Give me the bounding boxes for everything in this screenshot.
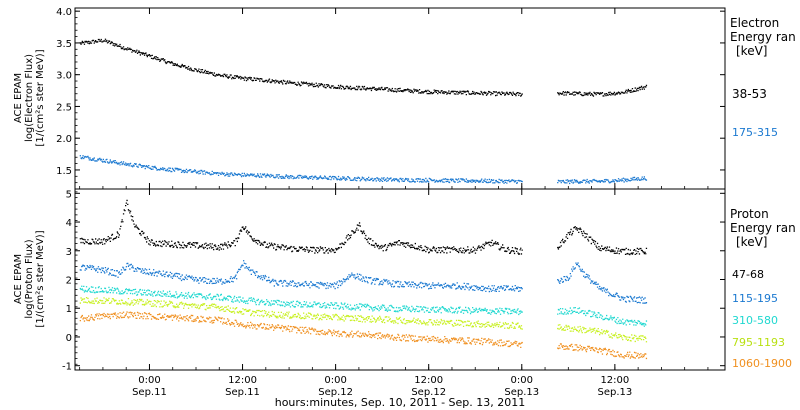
proton-series-310-580 bbox=[79, 285, 648, 327]
proton-y-tick-label: 5 bbox=[66, 189, 72, 200]
electron-y-tick-label: 4.0 bbox=[56, 7, 72, 18]
proton-legend-310-580: 310-580 bbox=[732, 314, 778, 327]
x-tick-time-label: 12:00 bbox=[228, 375, 257, 386]
electron-legend-175-315: 175-315 bbox=[732, 126, 778, 139]
electron-y-tick-label: 3.0 bbox=[56, 71, 72, 82]
electron-y-tick-label: 1.5 bbox=[56, 166, 72, 177]
proton-x-ticks bbox=[79, 189, 709, 370]
electron-y-tick-label: 2.5 bbox=[56, 102, 72, 113]
electron-data bbox=[79, 38, 648, 185]
x-tick-labels: 0:00Sep.1112:00Sep.110:00Sep.1212:00Sep.… bbox=[132, 375, 632, 398]
proton-y-tick-label: 3 bbox=[66, 247, 72, 258]
proton-legend-795-1193: 795-1193 bbox=[732, 336, 785, 349]
electron-series-38-53 bbox=[79, 38, 648, 97]
proton-legend-1060-1900: 1060-1900 bbox=[732, 357, 792, 370]
x-tick-date-label: Sep.12 bbox=[411, 387, 446, 398]
proton-panel: -1 0 1 2 3 4 5 Proton Energy ran [keV] 47-68 1… bbox=[62, 188, 796, 373]
proton-y-ticks: -1 0 1 2 3 4 5 bbox=[62, 189, 725, 373]
proton-y-axis-label: [1/(cm²s ster MeV)] bbox=[35, 230, 46, 327]
x-tick-date-label: Sep.12 bbox=[318, 387, 353, 398]
proton-y-tick-label: 0 bbox=[66, 333, 72, 344]
x-tick-date-label: Sep.11 bbox=[132, 387, 167, 398]
proton-series-47-68 bbox=[79, 199, 648, 256]
electron-y-axis-label: ACE EPAM bbox=[13, 73, 24, 123]
electron-y-tick-label: 2.0 bbox=[56, 134, 72, 145]
proton-legend-47-68: 47-68 bbox=[732, 268, 764, 281]
x-tick-date-label: Sep.13 bbox=[504, 387, 539, 398]
proton-plot-frame bbox=[74, 188, 726, 371]
proton-y-tick-label: -1 bbox=[62, 362, 72, 373]
y-axis-labels: ACE EPAM log(Electron Flux) [1/(cm²s ster … bbox=[13, 49, 46, 327]
x-tick-time-label: 0:00 bbox=[511, 375, 533, 386]
electron-y-ticks: 1.5 2.0 2.5 3.0 3.5 4.0 bbox=[56, 7, 725, 190]
proton-legend: Proton Energy ran [keV] 47-68 115-195 31… bbox=[730, 207, 796, 370]
electron-plot-frame bbox=[74, 7, 726, 190]
electron-legend: Electron Energy ran [keV] 38-53 175-315 bbox=[730, 16, 796, 139]
proton-data bbox=[79, 199, 648, 360]
electron-legend-units: [keV] bbox=[736, 44, 767, 58]
proton-series-115-195 bbox=[79, 260, 648, 304]
proton-y-axis-label: ACE EPAM bbox=[13, 254, 24, 304]
x-tick-time-label: 12:00 bbox=[414, 375, 443, 386]
proton-y-tick-label: 1 bbox=[66, 304, 72, 315]
proton-legend-115-195: 115-195 bbox=[732, 292, 778, 305]
electron-legend-38-53: 38-53 bbox=[732, 87, 767, 101]
electron-y-tick-label: 3.5 bbox=[56, 39, 72, 50]
electron-x-ticks bbox=[79, 8, 709, 189]
x-tick-time-label: 0:00 bbox=[324, 375, 346, 386]
electron-series-175-315 bbox=[79, 155, 648, 185]
electron-panel: 1.5 2.0 2.5 3.0 3.5 4.0 Electron Energy ran [… bbox=[56, 7, 796, 190]
x-tick-time-label: 12:00 bbox=[600, 375, 629, 386]
proton-y-tick-label: 2 bbox=[66, 276, 72, 287]
x-axis-title: hours:minutes, Sep. 10, 2011 - Sep. 13, … bbox=[275, 396, 526, 409]
proton-series-1060-1900 bbox=[79, 311, 648, 360]
proton-legend-subtitle: Energy ran bbox=[730, 221, 796, 235]
x-tick-date-label: Sep.11 bbox=[225, 387, 260, 398]
proton-y-tick-label: 4 bbox=[66, 218, 72, 229]
electron-legend-subtitle: Energy ran bbox=[730, 30, 796, 44]
proton-legend-units: [keV] bbox=[736, 235, 767, 249]
proton-series-795-1193 bbox=[79, 297, 648, 343]
x-tick-time-label: 0:00 bbox=[138, 375, 160, 386]
x-tick-date-label: Sep.13 bbox=[597, 387, 632, 398]
electron-legend-title: Electron bbox=[730, 16, 779, 30]
proton-legend-title: Proton bbox=[730, 207, 769, 221]
electron-y-axis-label: [1/(cm²s ster MeV)] bbox=[35, 49, 46, 146]
proton-y-axis-label: log(Proton Flux) bbox=[24, 239, 35, 318]
electron-y-axis-label: log(Electron Flux) bbox=[24, 54, 35, 142]
